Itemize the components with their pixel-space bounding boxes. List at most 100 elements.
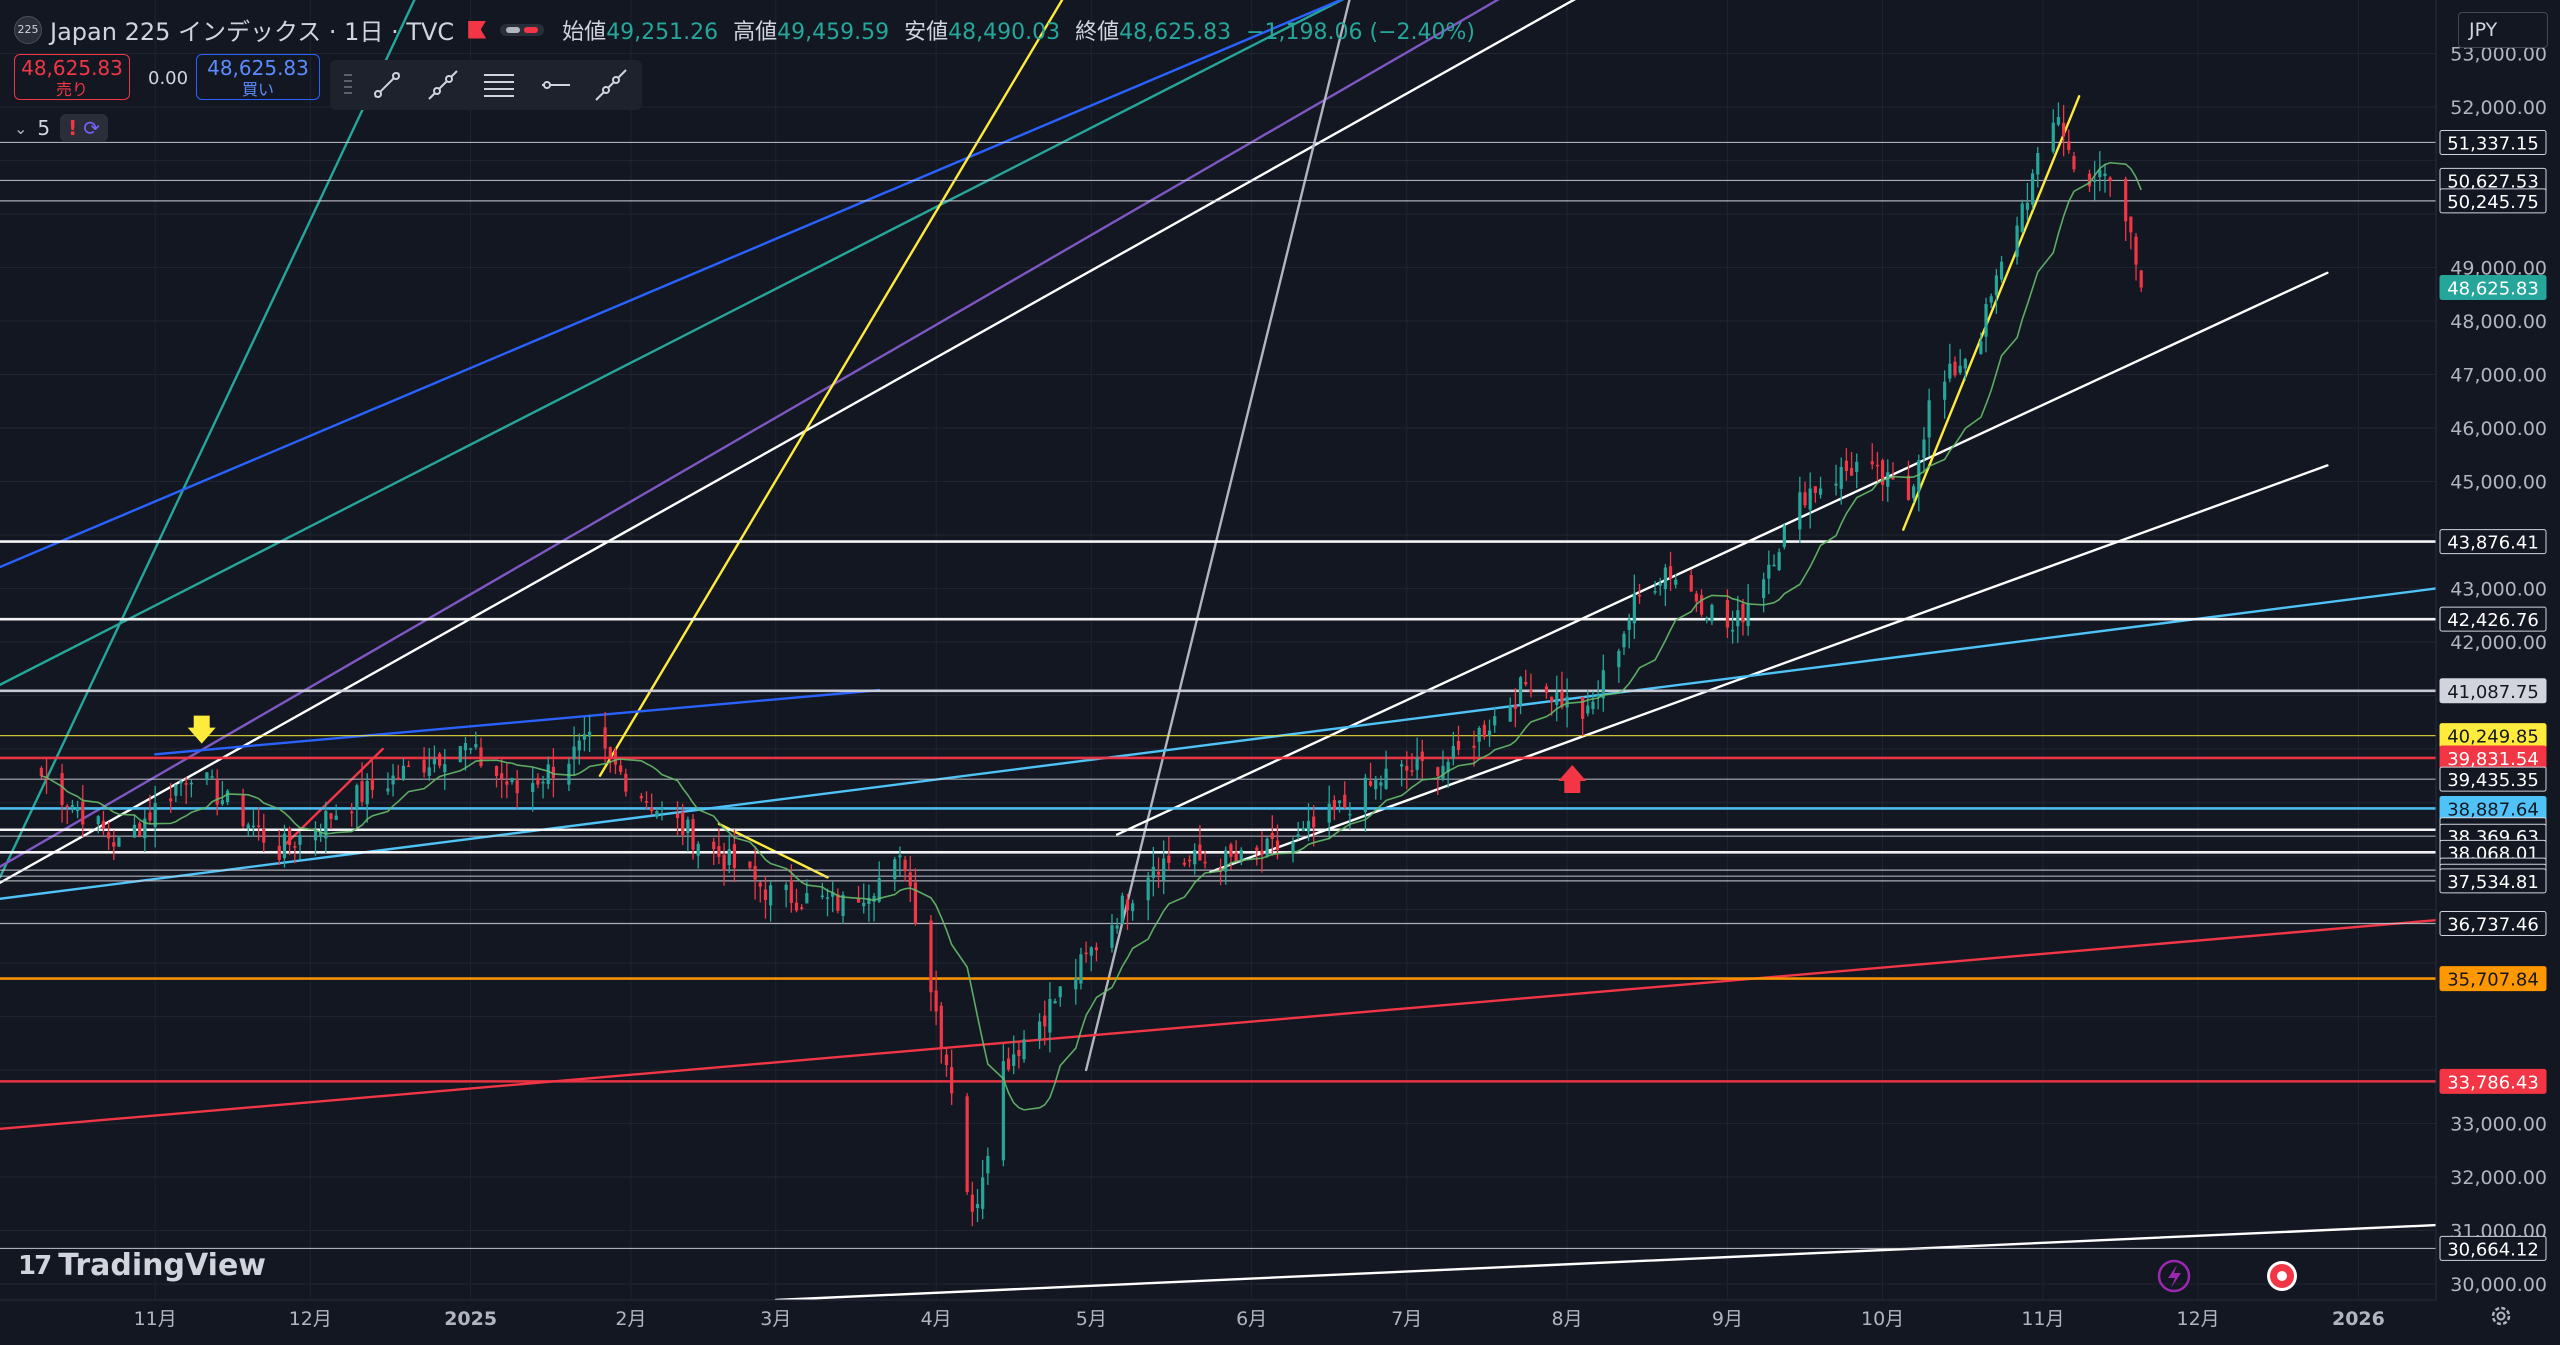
candle-body [396, 777, 400, 780]
candle-body [101, 820, 106, 829]
indicator-status[interactable]: ! ⟳ [60, 114, 109, 142]
trend-line[interactable] [1084, 0, 1376, 1072]
candle-body [1327, 803, 1331, 823]
trend-line[interactable] [0, 0, 1867, 868]
candle-body [1265, 838, 1269, 856]
candle-body [1477, 728, 1481, 742]
flag-icon[interactable] [468, 20, 487, 39]
trend-line[interactable] [0, 587, 2438, 900]
gear-icon[interactable] [2488, 1303, 2514, 1329]
candle-body [1710, 604, 1714, 622]
currency-selector[interactable]: JPY [2458, 12, 2548, 48]
candle-body [1110, 925, 1114, 948]
candle-body [551, 766, 556, 778]
change-value: −1,198.06 (−2.40%) [1246, 19, 1475, 45]
candle-body [1441, 765, 1445, 780]
candle-body [1849, 468, 1854, 476]
horizontal-ray-icon[interactable] [534, 67, 576, 103]
candle-body [836, 894, 840, 911]
candle-body [1943, 381, 1947, 400]
candle-body [189, 782, 193, 785]
candle-body [2030, 173, 2035, 205]
candle-body [65, 805, 69, 808]
time-tick-label: 5月 [1076, 1308, 1107, 1330]
candle-body [365, 781, 369, 805]
candle-body [427, 767, 431, 776]
candle-body [1400, 764, 1404, 767]
ray-icon[interactable] [422, 67, 464, 103]
horizontal-lines-icon[interactable] [478, 67, 520, 103]
time-axis-panel[interactable] [0, 1300, 2560, 1345]
time-axis[interactable]: 11月 12月 2025 2月 3月 4月 5月 6月 7月 8月 9月 10月 11月 12月 2026 [134, 1308, 2385, 1330]
candle-body [2129, 216, 2133, 233]
trend-line-icon[interactable] [366, 67, 408, 103]
candle-body [748, 861, 752, 868]
candle-body [1167, 855, 1171, 863]
grip-icon[interactable] [344, 74, 352, 96]
sell-button[interactable]: 48,625.83 売り [14, 54, 130, 100]
trend-line[interactable] [1209, 464, 2329, 874]
candle-body [681, 811, 685, 835]
buy-label: 買い [241, 80, 274, 99]
candle-body [319, 831, 323, 837]
candle-body [1379, 782, 1383, 786]
candle-body [422, 759, 426, 773]
replay-icon[interactable] [2157, 1259, 2191, 1293]
candle-body [1301, 828, 1305, 831]
drawing-toolbar[interactable] [330, 60, 642, 110]
price-level-label: 42,426.76 [2447, 610, 2539, 631]
horizontal-levels[interactable] [0, 141, 2436, 1250]
extended-line-icon[interactable] [590, 67, 632, 103]
candle-body [1870, 461, 1874, 465]
symbol-title[interactable]: Japan 225 インデックス · 1日 · TVC [50, 18, 455, 46]
trend-line[interactable] [717, 822, 829, 879]
trend-line[interactable] [598, 0, 1190, 777]
candle-body [1906, 475, 1911, 500]
price-tick-label: 52,000.00 [2450, 97, 2547, 119]
buy-button[interactable]: 48,625.83 買い [196, 54, 320, 100]
candle-body [2015, 225, 2019, 257]
candle-body [1022, 1039, 1026, 1060]
candle-body [1482, 724, 1486, 737]
trend-line[interactable] [1115, 271, 2329, 836]
trend-line[interactable] [0, 918, 2438, 1131]
price-level-label: 35,707.84 [2447, 970, 2539, 991]
candle-body [391, 775, 395, 785]
record-icon[interactable] [2267, 1261, 2297, 1291]
candle-body [1456, 740, 1461, 750]
chevron-down-icon[interactable]: ⌄ [14, 118, 28, 138]
candle-body [241, 795, 245, 827]
trend-lines[interactable] [0, 0, 2438, 1302]
candle-body [386, 788, 390, 792]
low-label: 安値 [904, 19, 949, 45]
price-level-label: 51,337.15 [2447, 133, 2539, 154]
trend-line[interactable] [0, 0, 1971, 686]
markers [187, 715, 1587, 794]
candle-body [117, 837, 121, 847]
candle-body [1813, 486, 1817, 493]
trend-line[interactable] [774, 1223, 2438, 1302]
candle-body [225, 790, 230, 803]
candle-body [950, 1067, 954, 1094]
candle-body [675, 813, 680, 819]
high-label: 高値 [733, 19, 778, 45]
candle-body [929, 920, 933, 993]
candle-body [1731, 629, 1735, 632]
trend-line[interactable] [0, 0, 1846, 569]
trend-line[interactable] [153, 688, 881, 756]
candle-body [1151, 866, 1155, 878]
candle-body [1518, 677, 1523, 705]
candle-body [1591, 701, 1595, 709]
symbol-logo[interactable]: 225 [14, 15, 42, 44]
candle-body [1218, 868, 1223, 872]
indicator-toggle[interactable]: ⌄ 5 ! ⟳ [14, 114, 109, 142]
price-axis[interactable]: 30,000.0031,000.0032,000.0033,000.0042,0… [2450, 43, 2547, 1295]
trend-line[interactable] [1902, 95, 2081, 531]
candle-body [1984, 303, 1988, 337]
candle-body [1953, 361, 1957, 376]
trend-line[interactable] [0, 0, 1955, 884]
candle-body [1627, 619, 1631, 630]
candle-body [1275, 840, 1280, 851]
visibility-toggle[interactable] [500, 23, 545, 36]
